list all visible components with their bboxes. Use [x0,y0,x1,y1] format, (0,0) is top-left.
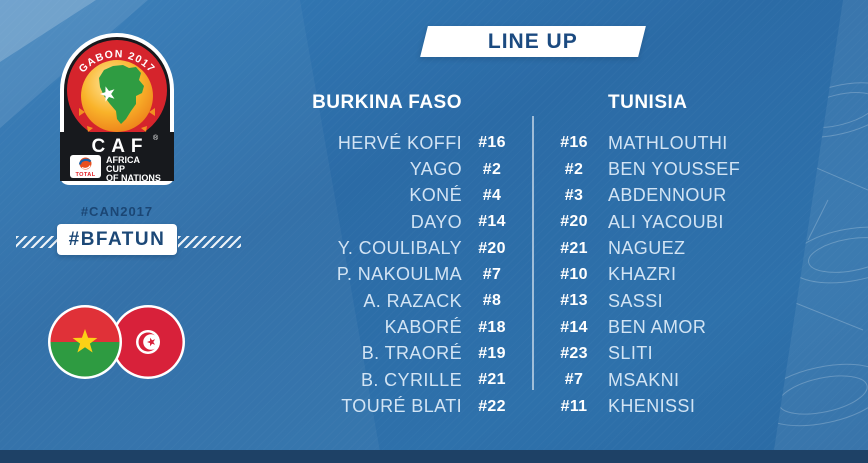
list-item: #7 [564,371,584,389]
list-item: #13 [560,292,588,310]
list-item: SASSI [608,290,664,311]
list-item: ABDENNOUR [608,185,727,206]
lineup-title: LINE UP [488,29,578,53]
match-hashtag: #BFATUN [68,228,166,250]
hatch-left-decoration [16,236,57,248]
list-item: B. CYRILLE [360,369,462,390]
list-item: YAGO [409,159,462,180]
list-item: HERVÉ KOFFI [337,132,462,153]
list-item: ALI YACOUBI [608,211,724,232]
tunisia-flag-icon [111,305,185,379]
list-item: P. NAKOULMA [336,264,462,285]
list-item: B. TRAORÉ [361,343,462,364]
list-item: #22 [478,397,506,415]
hatch-right-decoration [178,236,241,248]
event-hashtag: #CAN2017 [80,204,154,219]
match-hashtag-box: #BFATUN [57,224,177,255]
list-item: #16 [478,134,506,152]
list-item: #23 [560,344,588,362]
home-team-name: BURKINA FASO [312,92,462,113]
away-team-name: TUNISIA [608,92,688,113]
list-item: #3 [564,186,584,204]
list-item: #4 [482,186,502,204]
home-player-list: HERVÉ KOFFI YAGO KONÉ DAYO Y. COULIBALY … [280,130,462,420]
list-item: MSAKNI [608,369,680,390]
list-item: #20 [560,213,588,231]
away-player-numbers: #16 #2 #3 #20 #21 #10 #13 #14 #23 #7 #11 [550,130,598,420]
list-item: #2 [564,160,584,178]
list-item: #19 [478,344,506,362]
list-item: BEN YOUSSEF [608,159,741,180]
list-item: KHAZRI [608,264,677,285]
list-item: #20 [478,239,506,257]
list-item: #10 [560,265,588,283]
list-item: MATHLOUTHI [608,132,728,153]
list-item: #7 [482,265,502,283]
column-divider [532,116,534,390]
badge-caf-text: CAF [91,136,148,157]
list-item: TOURÉ BLATI [341,396,462,417]
competition-line-3: OF NATIONS [106,173,161,183]
away-player-list: MATHLOUTHI BEN YOUSSEF ABDENNOUR ALI YAC… [608,130,838,420]
list-item: #21 [478,371,506,389]
caf-gabon-2017-logo: GABON 2017 CAF ® TOTAL AFRICA CUP OF NAT… [60,33,174,185]
list-item: SLITI [608,343,654,364]
list-item: #2 [482,160,502,178]
burkina-faso-flag-icon [48,305,122,379]
bottom-bar [0,450,868,463]
list-item: KHENISSI [608,396,696,417]
list-item: #16 [560,134,588,152]
list-item: DAYO [410,211,462,232]
list-item: BEN AMOR [608,317,707,338]
list-item: #21 [560,239,588,257]
home-player-numbers: #16 #2 #4 #14 #20 #7 #8 #18 #19 #21 #22 [468,130,516,420]
list-item: NAGUEZ [608,238,686,259]
list-item: #14 [560,318,588,336]
list-item: Y. COULIBALY [337,238,462,259]
badge-registered-mark: ® [153,134,159,142]
list-item: A. RAZACK [363,290,462,311]
total-wordmark: TOTAL [75,172,95,178]
list-item: #18 [478,318,506,336]
africa-map-icon [99,65,144,124]
list-item: KONÉ [409,185,462,206]
list-item: #11 [560,397,588,415]
badge-star-icon [99,86,115,102]
competition-line-1: AFRICA [106,155,140,165]
competition-line-2: CUP [106,164,125,174]
lineup-title-box: LINE UP [420,26,646,57]
list-item: #8 [482,292,502,310]
list-item: #14 [478,213,506,231]
list-item: KABORÉ [384,317,462,338]
